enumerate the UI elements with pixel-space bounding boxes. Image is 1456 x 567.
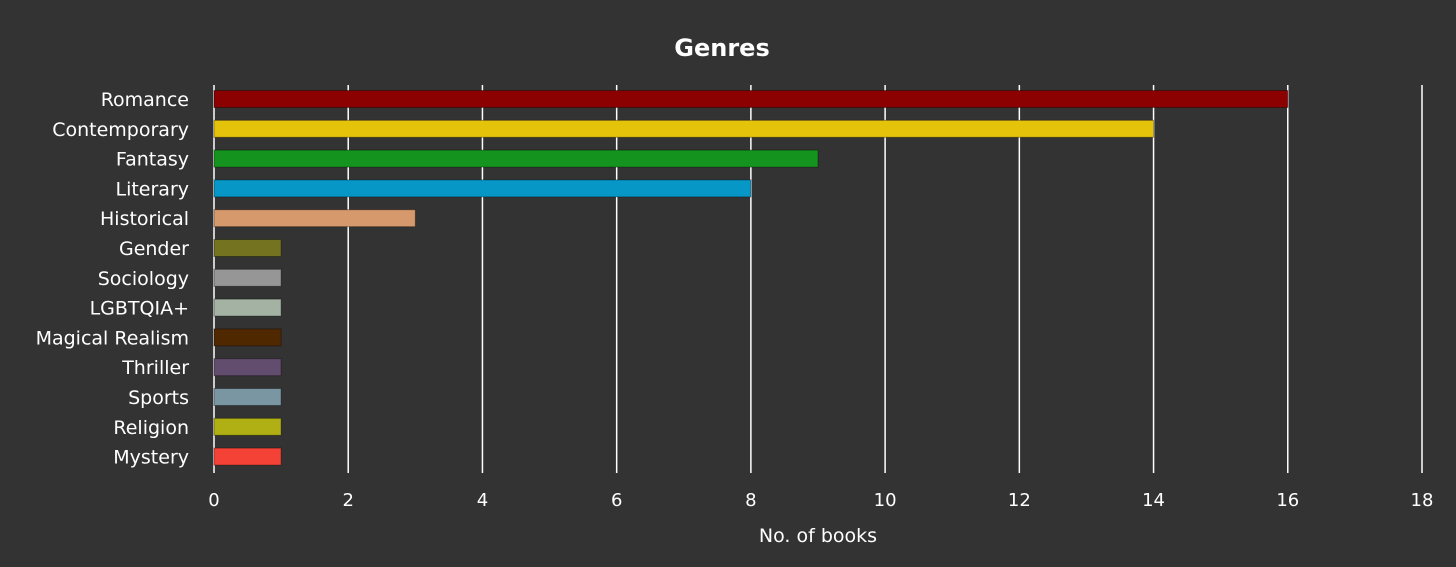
- category-label: Literary: [115, 178, 189, 200]
- bar-contemporary: [213, 119, 1155, 138]
- x-tick-label: 8: [745, 490, 756, 511]
- bar-literary: [213, 179, 752, 198]
- bars: [213, 90, 1289, 466]
- category-label: LGBTQIA+: [90, 298, 189, 320]
- bar-lgbtqia: [213, 298, 282, 317]
- x-tick-label: 16: [1276, 490, 1299, 511]
- bar-mystery: [213, 447, 282, 466]
- bar-magical-realism: [213, 328, 282, 347]
- category-label: Contemporary: [52, 119, 189, 141]
- gridlines: [213, 85, 1423, 473]
- chart-title: Genres: [674, 34, 769, 62]
- bar-sociology: [213, 268, 282, 287]
- bar-romance: [213, 90, 1289, 108]
- category-label: Thriller: [121, 357, 189, 379]
- x-tick-label: 12: [1008, 490, 1031, 511]
- category-labels: Romance Contemporary Fantasy Literary Histor…: [36, 89, 190, 469]
- bar-sports: [213, 388, 282, 406]
- x-tick-label: 18: [1411, 490, 1434, 511]
- x-tick-label: 0: [208, 490, 219, 511]
- category-label: Historical: [100, 208, 189, 230]
- category-label: Sports: [128, 387, 189, 409]
- category-label: Fantasy: [116, 149, 189, 171]
- bar-historical: [213, 209, 416, 228]
- x-tick-label: 10: [874, 490, 897, 511]
- x-tick-label: 14: [1142, 490, 1165, 511]
- x-tick-label: 4: [477, 490, 488, 511]
- x-axis-label: No. of books: [759, 525, 877, 547]
- x-tick-labels: 0 2 4 6 8 10 12 14 16 18: [208, 490, 1433, 511]
- x-tick-label: 2: [342, 490, 353, 511]
- bar-religion: [213, 417, 282, 436]
- category-label: Magical Realism: [36, 327, 189, 349]
- category-label: Gender: [119, 238, 189, 260]
- category-label: Sociology: [98, 268, 189, 290]
- bar-thriller: [213, 358, 282, 377]
- x-tick-label: 6: [611, 490, 622, 511]
- bar-gender: [213, 239, 282, 257]
- category-label: Mystery: [113, 447, 189, 469]
- category-label: Religion: [113, 417, 189, 439]
- category-label: Romance: [101, 89, 189, 111]
- bar-fantasy: [213, 149, 819, 168]
